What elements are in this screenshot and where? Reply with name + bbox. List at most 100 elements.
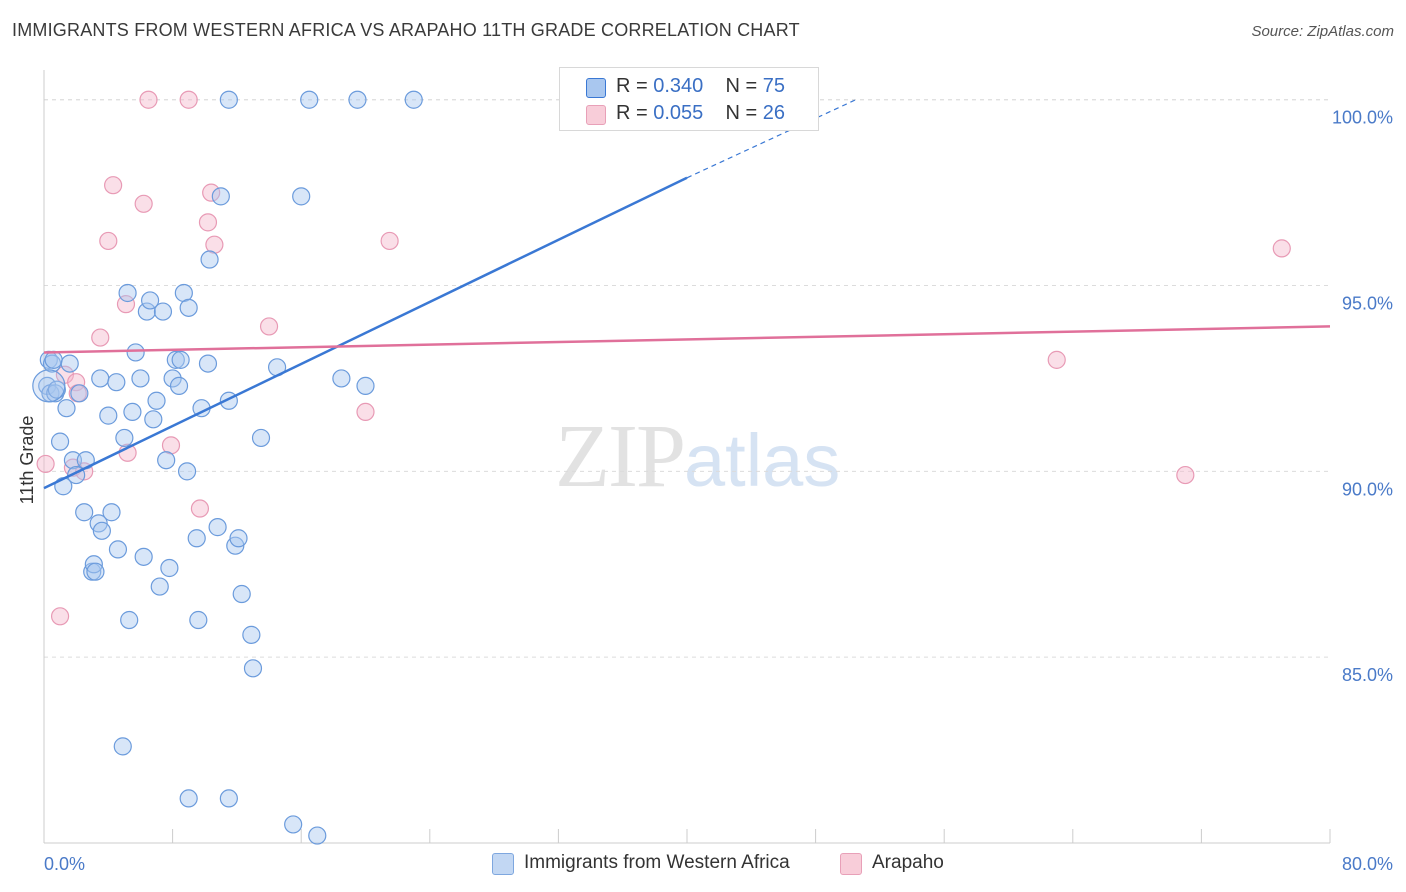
immigrants-point (150, 577, 169, 596)
arapaho-point (104, 176, 123, 195)
immigrants-point (163, 369, 182, 388)
trend-lines (43, 99, 1331, 490)
immigrants-point (99, 406, 118, 425)
immigrants-point (108, 540, 128, 559)
watermark: ZIPatlas (555, 405, 840, 508)
immigrants-point (107, 373, 126, 392)
immigrants-point (57, 399, 76, 418)
arapaho-point (198, 213, 218, 232)
immigrants-points (32, 90, 423, 845)
immigrants-point (84, 555, 103, 574)
gridlines (44, 99, 1330, 658)
arapaho-points (36, 90, 1291, 626)
bottom-legend-swatch-blue (492, 853, 514, 875)
legend-r-value: 0.340 (653, 75, 704, 97)
immigrants-point (75, 503, 94, 522)
immigrants-point (292, 187, 311, 206)
immigrants-point (219, 789, 238, 808)
bottom-legend-label: Immigrants from Western Africa (524, 852, 790, 873)
immigrants-point (243, 659, 263, 678)
immigrants-point (219, 90, 238, 109)
watermark-atlas: atlas (684, 419, 841, 502)
immigrants-point (198, 354, 218, 373)
x-tick-label: 0.0% (44, 854, 85, 874)
legend-r-label: R = (616, 75, 654, 97)
watermark-zip: ZIP (555, 407, 686, 506)
immigrants-trend-line (43, 176, 688, 490)
arapaho-point (380, 231, 399, 251)
immigrants-point (153, 302, 173, 321)
immigrants-point (356, 376, 375, 395)
immigrants-point (91, 369, 110, 388)
immigrants-point (177, 462, 197, 481)
immigrants-point (70, 384, 89, 403)
arapaho-trend-line (43, 325, 1331, 354)
immigrants-trend-extension (686, 99, 857, 179)
arapaho-point (1047, 350, 1066, 369)
legend-n-value: 75 (762, 75, 786, 97)
arapaho-point (202, 183, 221, 202)
chart-title: IMMIGRANTS FROM WESTERN AFRICA VS ARAPAH… (12, 20, 800, 40)
stats-legend: R = 0.340 N = 75 R = 0.055 N = 26 (559, 67, 819, 131)
y-tick-label: 95.0% (1342, 294, 1393, 314)
tick-labels: 85.0% 90.0% 95.0% 100.0% 0.0% 80.0% (44, 108, 1393, 874)
immigrants-point (86, 562, 105, 581)
arapaho-point (139, 90, 158, 109)
y-axis-label: 11th Grade (17, 416, 37, 505)
y-tick-label: 85.0% (1342, 665, 1393, 685)
bottom-legend-label: Arapaho (872, 852, 944, 873)
arapaho-point (50, 607, 70, 626)
immigrants-point (300, 90, 319, 109)
bottom-legend-swatch-pink (840, 853, 862, 875)
legend-n-value: 26 (762, 102, 786, 124)
immigrants-point (251, 428, 271, 448)
immigrants-point (157, 451, 176, 470)
arapaho-point (190, 499, 210, 518)
immigrants-point (179, 298, 198, 317)
immigrants-point (44, 350, 63, 369)
legend-n-label: N = (725, 102, 763, 124)
immigrants-point (50, 432, 70, 451)
arapaho-point (1176, 465, 1195, 485)
legend-r-label: R = (616, 102, 654, 124)
axes (43, 70, 1331, 844)
immigrants-point (284, 815, 303, 834)
immigrants-point (137, 302, 156, 321)
legend-r-value: 0.055 (653, 102, 704, 124)
immigrants-point (140, 291, 160, 310)
arapaho-point (91, 328, 110, 347)
immigrants-point (189, 610, 208, 630)
immigrants-point (404, 90, 423, 109)
immigrants-point (171, 350, 190, 369)
immigrants-point (229, 529, 248, 548)
immigrants-point (131, 369, 150, 388)
arapaho-point (99, 231, 118, 251)
immigrants-point (147, 391, 166, 410)
immigrants-point (166, 350, 185, 369)
immigrants-point (348, 90, 367, 109)
source-label: Source: ZipAtlas.com (1251, 23, 1394, 40)
immigrants-point (211, 187, 230, 206)
immigrants-point (160, 558, 179, 578)
y-tick-label: 90.0% (1342, 479, 1393, 499)
immigrants-point (60, 354, 79, 373)
immigrants-point (169, 376, 189, 395)
immigrants-point (242, 625, 261, 644)
immigrants-point (123, 402, 142, 422)
immigrants-point (102, 503, 121, 522)
immigrants-point (92, 521, 111, 540)
arapaho-point (1272, 239, 1291, 258)
immigrants-point (115, 428, 134, 448)
arapaho-point (134, 194, 153, 213)
immigrants-point (32, 369, 66, 403)
immigrants-point (208, 518, 227, 537)
immigrants-point (332, 369, 351, 388)
immigrants-point (113, 737, 132, 756)
arapaho-point (179, 90, 198, 109)
x-tick-label: 80.0% (1342, 854, 1393, 874)
immigrants-point (47, 380, 66, 399)
immigrants-point (118, 283, 137, 303)
arapaho-point (36, 454, 55, 474)
immigrants-point (179, 789, 198, 808)
